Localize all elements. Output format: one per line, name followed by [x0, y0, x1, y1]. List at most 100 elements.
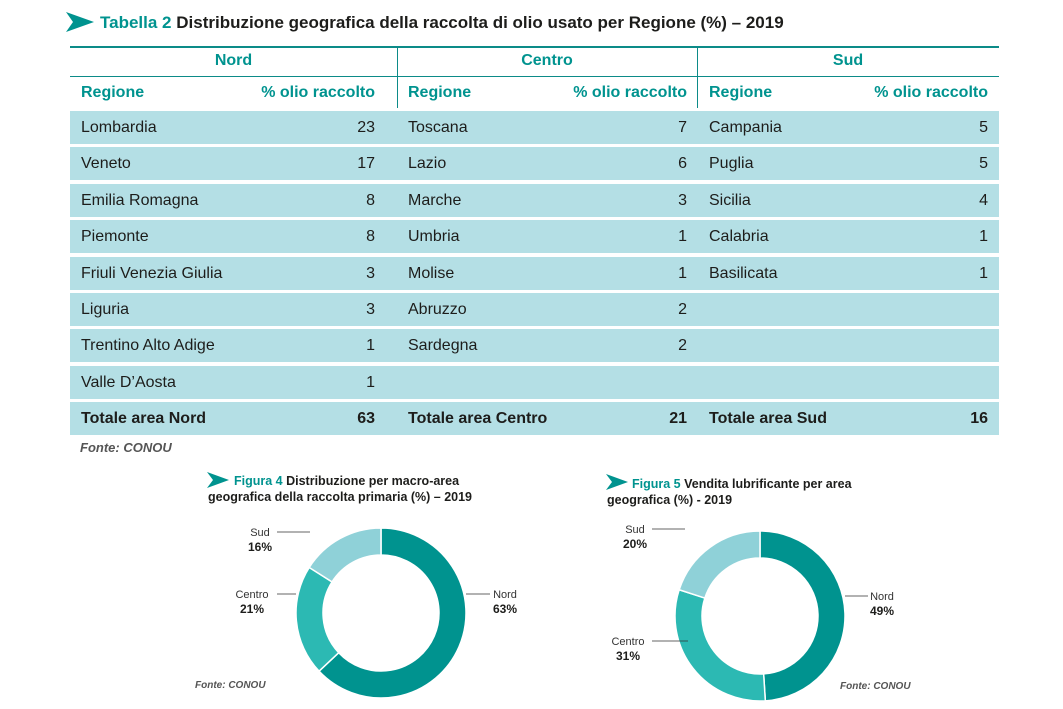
region-name: Friuli Venezia Giulia	[81, 264, 223, 282]
column-header-percent: % olio raccolto	[573, 84, 687, 101]
region-name: Sardegna	[408, 337, 478, 355]
figure5-title-line1: Vendita lubrificante per area	[684, 477, 852, 491]
region-percent: 3	[366, 264, 375, 282]
region-percent: 1	[979, 264, 988, 282]
region-percent: 7	[678, 119, 687, 136]
total-label: Totale area Nord	[81, 410, 207, 428]
region-name: Puglia	[709, 155, 754, 173]
table-row	[70, 147, 999, 181]
slice-nord	[759, 530, 846, 702]
region-name: Sicilia	[709, 191, 751, 209]
region-name: Lazio	[408, 155, 447, 173]
column-header-region: Regione	[709, 84, 773, 101]
total-value: 63	[357, 410, 375, 428]
column-separator	[697, 46, 698, 108]
table-row	[70, 220, 999, 254]
column-header-percent: % olio raccolto	[261, 84, 375, 101]
table-number: Tabella 2	[100, 13, 172, 32]
figure4-title: Figura 4 Distribuzione per macro-area	[234, 473, 459, 489]
figure5-title: Figura 5 Vendita lubrificante per area	[632, 476, 852, 492]
region-percent: 1	[678, 228, 687, 246]
arrow-icon	[606, 474, 628, 490]
region-name: Umbria	[408, 228, 460, 246]
region-percent: 4	[979, 191, 988, 209]
figure4-source: Fonte: CONOU	[195, 680, 266, 691]
table-row	[70, 293, 999, 326]
region-percent: 1	[366, 337, 375, 355]
slice-label-centro: Centro	[611, 636, 644, 648]
slice-value-sud: 20%	[623, 537, 647, 551]
region-name: Toscana	[408, 119, 468, 136]
total-value: 16	[970, 410, 988, 428]
region-name: Veneto	[81, 155, 131, 173]
region-percent: 3	[678, 191, 687, 209]
arrow-icon	[207, 472, 229, 488]
slice-value-centro: 21%	[240, 602, 264, 616]
region-percent: 1	[678, 264, 687, 282]
arrow-icon	[66, 12, 94, 32]
column-header-region: Regione	[81, 84, 145, 101]
slice-label-sud: Sud	[625, 524, 645, 536]
region-name: Marche	[408, 191, 462, 209]
table-row	[70, 183, 999, 217]
region-name: Molise	[408, 264, 455, 282]
slice-label-nord: Nord	[493, 589, 517, 601]
column-separator	[397, 46, 398, 108]
table-row	[70, 329, 999, 363]
region-name: Trentino Alto Adige	[81, 337, 215, 355]
region-name: Abruzzo	[408, 301, 467, 318]
table-heading: Tabella 2 Distribuzione geografica della…	[66, 8, 1006, 38]
slice-label-sud: Sud	[250, 527, 270, 539]
region-percent: 8	[366, 191, 375, 209]
slice-value-nord: 49%	[870, 604, 894, 618]
total-label: Totale area Sud	[709, 410, 827, 428]
table-top-rule	[70, 46, 999, 48]
region-percent: 17	[357, 155, 375, 173]
region-name: Basilicata	[709, 264, 778, 282]
region-name: Piemonte	[81, 228, 149, 246]
region-percent: 8	[366, 228, 375, 246]
slice-nord	[317, 527, 467, 699]
region-name: Emilia Romagna	[81, 191, 199, 209]
slice-centro	[674, 588, 767, 702]
figure4-title-line2: geografica della raccolta primaria (%) –…	[208, 490, 473, 504]
figure4-title-line1: Distribuzione per macro-area	[286, 474, 460, 488]
slice-label-centro: Centro	[235, 589, 268, 601]
slice-value-sud: 16%	[248, 540, 272, 554]
slice-centro	[295, 566, 340, 673]
region-percent: 3	[366, 301, 375, 318]
table-source: Fonte: CONOU	[80, 440, 172, 455]
slice-value-nord: 63%	[493, 602, 517, 616]
region-table: Lombardia 23 Veneto 17 Emilia Romagna 8 Piemon…	[70, 46, 999, 439]
region-percent: 2	[678, 301, 687, 318]
table-title: Tabella 2 Distribuzione geografica della…	[100, 13, 784, 33]
group-header-sud: Sud	[832, 52, 864, 69]
figure5-title-line2: geografica (%) - 2019	[607, 493, 733, 507]
total-label: Totale area Centro	[408, 410, 548, 428]
total-value: 21	[669, 410, 687, 428]
column-header-region: Regione	[408, 84, 472, 101]
region-name: Lombardia	[81, 119, 157, 136]
table-group-rule	[70, 76, 999, 77]
column-header-percent: % olio raccolto	[874, 84, 988, 101]
table-row	[70, 365, 999, 399]
slice-label-nord: Nord	[870, 591, 894, 603]
group-header-nord: Nord	[214, 52, 253, 69]
slice-sud	[308, 527, 382, 583]
figure5-source: Fonte: CONOU	[840, 681, 911, 692]
region-percent: 5	[979, 155, 988, 173]
figure5-number: Figura 5	[632, 477, 681, 491]
table-row	[70, 256, 999, 290]
table-title-text: Distribuzione geografica della raccolta …	[176, 13, 784, 32]
region-percent: 1	[366, 373, 375, 391]
total-row	[70, 402, 999, 436]
region-percent: 23	[357, 119, 375, 136]
region-percent: 6	[678, 155, 687, 173]
region-name: Liguria	[81, 301, 130, 318]
slice-sud	[678, 530, 761, 600]
region-percent: 5	[979, 119, 988, 136]
region-name: Valle D’Aosta	[81, 373, 176, 391]
region-percent: 2	[678, 337, 687, 355]
